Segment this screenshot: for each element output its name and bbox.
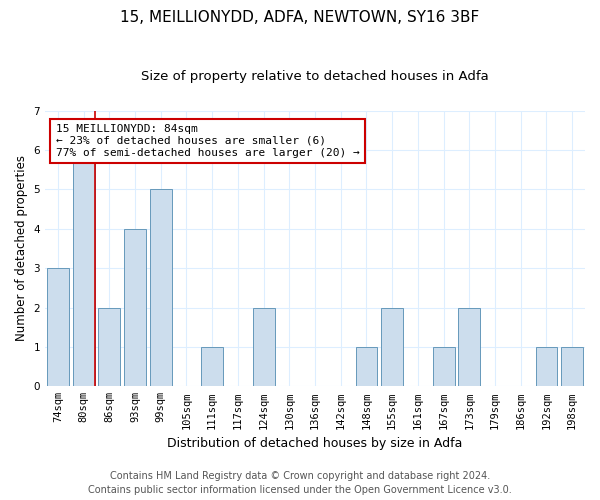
X-axis label: Distribution of detached houses by size in Adfa: Distribution of detached houses by size … [167,437,463,450]
Bar [561,347,583,387]
Bar [124,228,146,386]
Bar [253,308,275,386]
Y-axis label: Number of detached properties: Number of detached properties [15,156,28,342]
Text: 15 MEILLIONYDD: 84sqm
← 23% of detached houses are smaller (6)
77% of semi-detac: 15 MEILLIONYDD: 84sqm ← 23% of detached … [56,124,359,158]
Bar [150,190,172,386]
Text: Contains HM Land Registry data © Crown copyright and database right 2024.
Contai: Contains HM Land Registry data © Crown c… [88,471,512,495]
Bar [458,308,480,386]
Bar [356,347,377,387]
Bar [98,308,120,386]
Text: 15, MEILLIONYDD, ADFA, NEWTOWN, SY16 3BF: 15, MEILLIONYDD, ADFA, NEWTOWN, SY16 3BF [121,10,479,25]
Bar [201,347,223,387]
Bar [47,268,69,386]
Bar [73,150,95,386]
Bar [433,347,455,387]
Bar [381,308,403,386]
Title: Size of property relative to detached houses in Adfa: Size of property relative to detached ho… [141,70,489,83]
Bar [536,347,557,387]
